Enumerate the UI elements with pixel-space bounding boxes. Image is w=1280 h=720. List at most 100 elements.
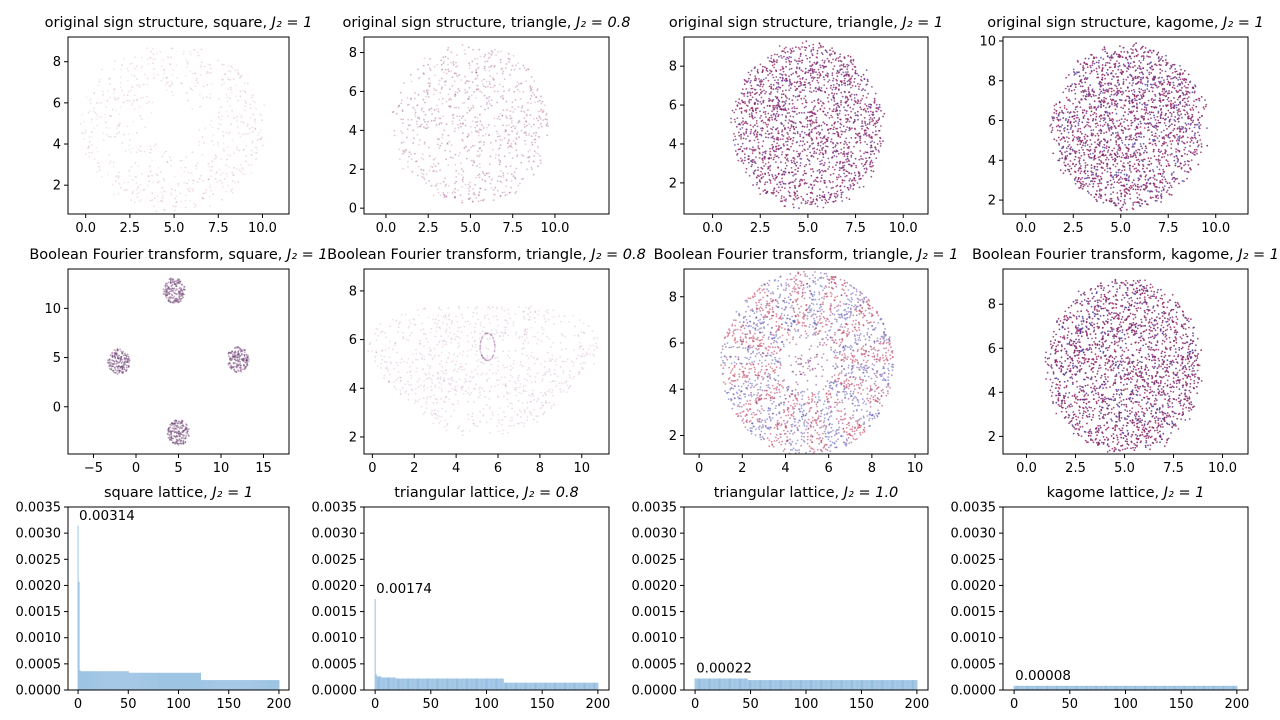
scatter-point	[1095, 115, 1098, 118]
scatter-point	[803, 178, 806, 181]
scatter-point	[480, 123, 483, 126]
scatter-point	[730, 121, 733, 124]
scatter-point	[1079, 131, 1082, 133]
scatter-point	[1059, 129, 1061, 132]
scatter-point	[93, 92, 96, 94]
x-tick-label: 7.5	[845, 221, 866, 236]
scatter-point	[1105, 158, 1107, 161]
scatter-point	[482, 172, 485, 175]
scatter-point	[166, 160, 169, 163]
scatter-point	[1132, 45, 1135, 47]
scatter-point	[424, 113, 427, 116]
scatter-point	[218, 168, 221, 171]
scatter-point	[217, 141, 219, 144]
scatter-point	[1187, 73, 1190, 76]
scatter-point	[501, 114, 504, 117]
scatter-point	[828, 198, 830, 201]
scatter-point	[109, 114, 111, 117]
scatter-point	[470, 107, 473, 110]
scatter-point	[1100, 90, 1103, 93]
scatter-point	[462, 176, 464, 179]
scatter-point	[481, 171, 484, 173]
scatter-point	[113, 88, 116, 91]
scatter-point	[794, 192, 797, 195]
scatter-point	[476, 84, 479, 87]
scatter-point	[217, 144, 220, 147]
scatter-point	[789, 129, 791, 132]
scatter-point	[540, 122, 542, 125]
scatter-point	[809, 69, 812, 71]
scatter-point	[442, 97, 444, 100]
scatter-point	[857, 83, 859, 85]
scatter-point	[259, 138, 262, 141]
scatter-point	[196, 51, 199, 54]
scatter-point	[1194, 132, 1196, 135]
scatter-point	[1184, 81, 1187, 84]
scatter-point	[771, 192, 774, 194]
scatter-point	[750, 98, 752, 101]
scatter-point	[836, 82, 838, 85]
scatter-point	[760, 96, 763, 99]
scatter-point	[739, 102, 741, 105]
scatter-point	[242, 168, 245, 171]
scatter-point	[836, 176, 838, 179]
scatter-point	[858, 88, 860, 91]
scatter-point	[147, 100, 150, 103]
scatter-point	[799, 78, 802, 80]
scatter-point	[445, 195, 448, 197]
scatter-point	[137, 186, 140, 188]
scatter-point	[879, 145, 882, 147]
scatter-point	[219, 174, 222, 177]
scatter-point	[493, 84, 496, 87]
scatter-point	[133, 99, 135, 102]
scatter-point	[1183, 170, 1186, 173]
scatter-point	[118, 113, 121, 116]
scatter-point	[410, 118, 413, 121]
scatter-point	[1123, 156, 1126, 159]
scatter-point	[862, 94, 865, 97]
scatter-point	[113, 60, 116, 62]
scatter-point	[1118, 64, 1121, 67]
scatter-point	[1174, 68, 1177, 70]
scatter-point	[121, 64, 123, 66]
scatter-point	[792, 139, 794, 142]
scatter-point	[749, 132, 752, 135]
scatter-point	[1179, 101, 1182, 104]
scatter-point	[811, 69, 814, 72]
scatter-point	[1163, 81, 1165, 84]
scatter-point	[488, 100, 490, 102]
scatter-point	[1170, 115, 1173, 117]
scatter-point	[498, 83, 501, 86]
scatter-point	[428, 108, 431, 111]
scatter-point	[764, 181, 767, 184]
scatter-point	[123, 94, 126, 97]
scatter-point	[437, 117, 440, 120]
scatter-point	[1109, 126, 1112, 129]
scatter-point	[759, 63, 762, 66]
scatter-point	[1060, 152, 1063, 154]
scatter-point	[762, 121, 765, 124]
scatter-point	[1148, 90, 1151, 93]
scatter-point	[153, 197, 156, 200]
scatter-point	[752, 159, 755, 161]
scatter-point	[1173, 107, 1175, 110]
scatter-point	[1142, 57, 1145, 60]
scatter-point	[1086, 164, 1089, 166]
scatter-point	[1101, 48, 1104, 51]
scatter-point	[146, 47, 148, 50]
scatter-point	[503, 137, 506, 140]
scatter-point	[244, 173, 247, 176]
scatter-point	[140, 65, 143, 68]
scatter-point	[156, 195, 159, 198]
scatter-point	[839, 69, 841, 71]
scatter-point	[799, 164, 802, 167]
scatter-point	[459, 122, 462, 125]
scatter-point	[796, 170, 799, 173]
scatter-point	[1184, 101, 1186, 104]
scatter-point	[798, 112, 801, 114]
scatter-point	[529, 89, 532, 92]
scatter-point	[753, 160, 756, 163]
scatter-point	[1072, 138, 1075, 141]
scatter-point	[1085, 78, 1088, 80]
scatter-point	[743, 147, 746, 150]
